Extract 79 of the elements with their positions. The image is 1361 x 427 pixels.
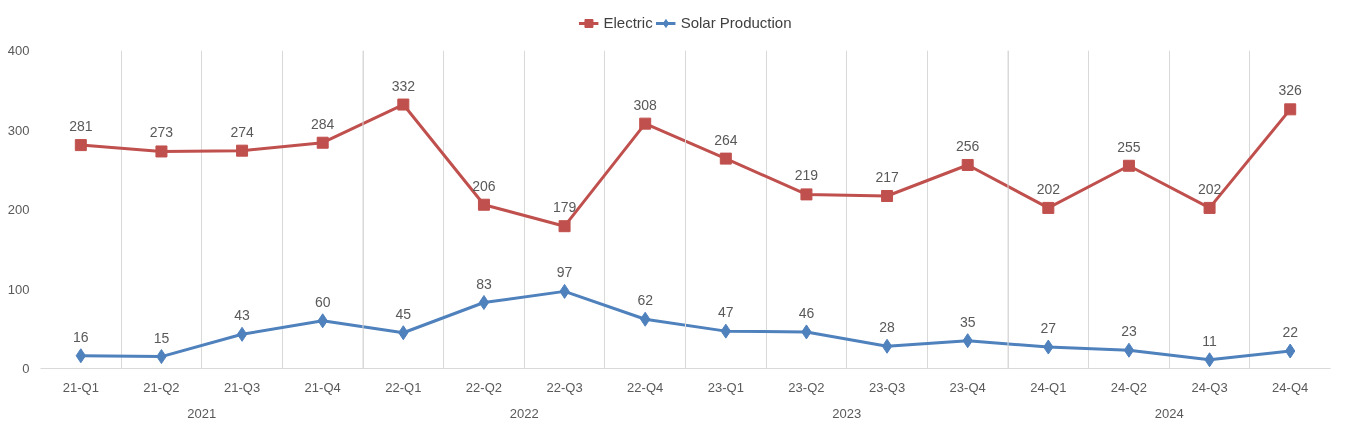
data-label: 281: [69, 118, 93, 135]
data-label: 264: [714, 131, 738, 148]
data-label: 27: [1040, 320, 1057, 337]
point: [74, 139, 87, 152]
data-label: 256: [956, 137, 980, 154]
data-label: 332: [391, 77, 416, 94]
point: [881, 189, 894, 202]
x-tick-label: 23-Q4: [949, 379, 986, 395]
data-label: 255: [1117, 138, 1141, 155]
x-tick-label: 21-Q4: [304, 379, 341, 395]
point: [961, 158, 974, 171]
data-label: 273: [149, 124, 174, 141]
point: [397, 98, 410, 111]
data-label: 308: [633, 96, 658, 113]
x-tick-label: 24-Q2: [1110, 379, 1148, 395]
data-label: 284: [311, 115, 335, 132]
legend-label: Electric: [603, 14, 653, 31]
data-label: 202: [1036, 180, 1061, 197]
data-label: 45: [395, 305, 412, 322]
point: [477, 198, 490, 211]
x-tick-label: 23-Q2: [788, 379, 825, 395]
data-label: 16: [73, 328, 89, 345]
point: [881, 338, 893, 354]
y-tick-label: 400: [7, 43, 30, 58]
x-tick-label: 24-Q1: [1030, 379, 1067, 395]
text: 2021: [187, 405, 217, 421]
text: 2023: [832, 405, 862, 421]
x-tick-label: 24-Q4: [1272, 379, 1309, 395]
x-tick-label: 24-Q3: [1191, 379, 1228, 395]
data-label: 217: [875, 168, 899, 185]
text: 2024: [1154, 405, 1184, 421]
data-label: 46: [798, 304, 815, 321]
point: [155, 145, 168, 158]
point: [639, 117, 652, 130]
point: [1042, 201, 1055, 214]
data-label: 15: [153, 329, 170, 346]
data-label: 179: [552, 199, 577, 216]
data-label: 83: [476, 275, 492, 292]
y-tick-label: 200: [7, 202, 30, 217]
x-tick-label: 22-Q4: [627, 379, 664, 395]
data-label: 23: [1121, 323, 1137, 340]
y-tick-label: 0: [22, 361, 30, 376]
point: [1122, 159, 1135, 172]
data-label: 60: [314, 293, 331, 310]
data-label: 219: [794, 167, 819, 184]
point: [1203, 201, 1216, 214]
x-tick-label: 22-Q3: [546, 379, 583, 395]
x-tick-label: 23-Q3: [869, 379, 906, 395]
data-label: 22: [1282, 324, 1299, 341]
data-label: 202: [1197, 180, 1222, 197]
point: [1123, 342, 1135, 358]
data-label: 274: [230, 123, 254, 140]
data-label: 206: [472, 177, 496, 194]
legend-label: Solar Production: [680, 14, 792, 31]
point: [719, 152, 732, 165]
data-label: 47: [718, 304, 734, 321]
point: [236, 326, 248, 342]
x-tick-label: 22-Q1: [385, 379, 422, 395]
text: 2022: [509, 405, 539, 421]
x-tick-label: 21-Q2: [143, 379, 180, 395]
point: [558, 220, 571, 233]
data-label: 62: [637, 292, 654, 309]
point: [316, 136, 329, 149]
point: [478, 295, 490, 311]
data-label: 97: [556, 264, 573, 281]
x-tick-label: 21-Q3: [224, 379, 261, 395]
data-label: 326: [1278, 82, 1303, 99]
data-label: 11: [1202, 332, 1218, 349]
point: [236, 144, 249, 157]
x-tick-label: 23-Q1: [707, 379, 744, 395]
x-tick-label: 21-Q1: [62, 379, 99, 395]
data-label: 35: [959, 313, 976, 330]
data-label: 43: [234, 307, 251, 324]
x-tick-label: 22-Q2: [465, 379, 503, 395]
y-tick-label: 300: [7, 122, 30, 138]
y-tick-label: 100: [7, 281, 30, 297]
data-label: 28: [879, 319, 896, 336]
point: [1284, 103, 1297, 116]
point: [800, 188, 813, 201]
